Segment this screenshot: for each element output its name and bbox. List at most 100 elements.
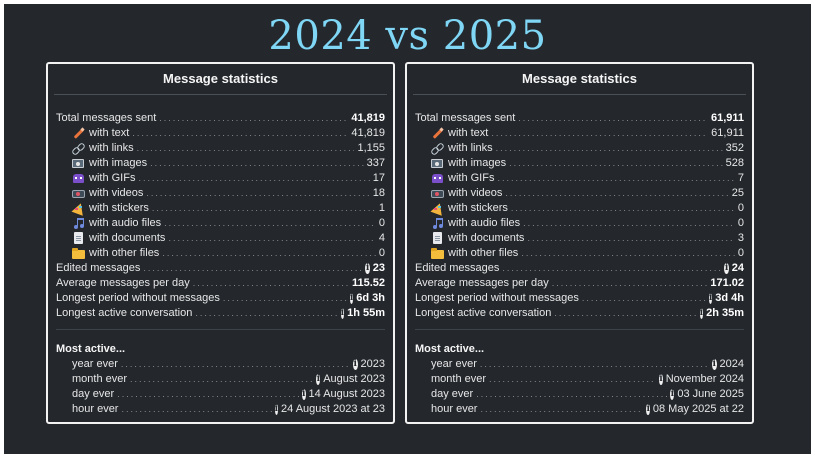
stat-label: Total messages sent bbox=[415, 112, 516, 124]
most-active-month: month ever i August 2023 bbox=[56, 372, 385, 387]
stat-label: Longest period without messages bbox=[56, 292, 220, 304]
stat-value: 7 bbox=[737, 172, 744, 184]
info-icon[interactable]: i bbox=[316, 374, 321, 385]
stat-row-documents: with documents 3 bbox=[415, 231, 744, 246]
info-icon[interactable]: i bbox=[349, 293, 354, 304]
pencil-icon bbox=[431, 127, 444, 140]
info-icon[interactable]: i bbox=[301, 389, 306, 400]
dot-leader bbox=[193, 276, 349, 291]
stat-row-stickers: with stickers 0 bbox=[415, 201, 744, 216]
stat-label: Average messages per day bbox=[415, 277, 549, 289]
dot-leader bbox=[138, 171, 369, 186]
page-title: 2024 vs 2025 bbox=[268, 13, 547, 59]
stat-row-total: Total messages sent 61,911 bbox=[415, 111, 744, 126]
stat-value: 0 bbox=[737, 202, 744, 214]
divider bbox=[56, 329, 385, 330]
info-icon[interactable]: i bbox=[724, 263, 729, 274]
stat-label: month ever bbox=[72, 373, 128, 385]
dot-leader bbox=[143, 261, 362, 276]
stat-label: with documents bbox=[448, 232, 525, 244]
dot-leader bbox=[497, 171, 734, 186]
stat-label: month ever bbox=[431, 373, 487, 385]
info-icon[interactable]: i bbox=[274, 404, 279, 415]
dot-leader bbox=[195, 306, 337, 321]
stat-row-gifs: with GIFs 17 bbox=[56, 171, 385, 186]
dot-leader bbox=[491, 126, 708, 141]
stat-value: 08 May 2025 at 22 bbox=[652, 403, 744, 415]
stat-row-audio: with audio files 0 bbox=[415, 216, 744, 231]
info-icon[interactable]: i bbox=[711, 359, 717, 370]
stat-value: 2023 bbox=[360, 358, 385, 370]
info-icon[interactable]: i bbox=[659, 374, 663, 385]
info-icon[interactable]: i bbox=[646, 404, 650, 415]
info-icon[interactable]: i bbox=[365, 263, 370, 274]
info-icon[interactable]: i bbox=[708, 293, 713, 304]
stat-value: 337 bbox=[366, 157, 385, 169]
stat-value: 61,911 bbox=[711, 127, 744, 139]
stat-label: with audio files bbox=[89, 217, 162, 229]
stat-row-audio: with audio files 0 bbox=[56, 216, 385, 231]
stats-panel-2024: Message statistics Total messages sent 4… bbox=[46, 62, 395, 424]
most-active-heading: Most active... bbox=[415, 343, 485, 355]
stat-value: 2024 bbox=[719, 358, 744, 370]
stat-value: 3d 4h bbox=[715, 292, 744, 304]
stat-row-longest-gap: Longest period without messages i 6d 3h bbox=[56, 291, 385, 306]
stat-row-longest-gap: Longest period without messages i 3d 4h bbox=[415, 291, 744, 306]
stat-label: with links bbox=[89, 142, 134, 154]
stat-value: 41,819 bbox=[351, 127, 385, 139]
panel-title: Message statistics bbox=[413, 64, 746, 95]
stat-value: 0 bbox=[737, 217, 744, 229]
dot-leader bbox=[150, 156, 364, 171]
dot-leader bbox=[117, 387, 299, 402]
dot-leader bbox=[168, 231, 375, 246]
folder-icon bbox=[72, 247, 85, 260]
info-icon[interactable]: i bbox=[340, 308, 345, 319]
screenshot-canvas: 2024 vs 2025 Message statistics Total me… bbox=[4, 4, 811, 454]
info-icon[interactable]: i bbox=[699, 308, 704, 319]
stat-label: day ever bbox=[72, 388, 115, 400]
dot-leader bbox=[223, 291, 347, 306]
stat-value: 6d 3h bbox=[356, 292, 385, 304]
dot-leader bbox=[121, 402, 271, 417]
stat-row-videos: with videos 25 bbox=[415, 186, 744, 201]
stat-row-edited: Edited messages i 24 bbox=[415, 261, 744, 276]
dot-leader bbox=[511, 201, 735, 216]
stat-label: with GIFs bbox=[448, 172, 495, 184]
dot-leader bbox=[146, 186, 369, 201]
music-note-icon bbox=[72, 217, 85, 230]
video-icon bbox=[72, 187, 85, 200]
info-icon[interactable]: i bbox=[670, 389, 675, 400]
stat-label: with videos bbox=[89, 187, 144, 199]
stat-label: Longest active conversation bbox=[415, 307, 552, 319]
stat-value: 2h 35m bbox=[706, 307, 744, 319]
pencil-icon bbox=[72, 127, 85, 140]
stat-label: with images bbox=[89, 157, 148, 169]
stat-row-images: with images 528 bbox=[415, 156, 744, 171]
stat-value: 528 bbox=[725, 157, 744, 169]
stat-label: Edited messages bbox=[56, 262, 141, 274]
info-icon[interactable]: i bbox=[352, 359, 358, 370]
stat-label: with text bbox=[448, 127, 489, 139]
stat-label: with other files bbox=[448, 247, 519, 259]
dot-leader bbox=[554, 306, 696, 321]
dot-leader bbox=[121, 357, 350, 372]
dot-leader bbox=[480, 357, 709, 372]
most-active-day: day ever i 03 June 2025 bbox=[415, 387, 744, 402]
dot-leader bbox=[552, 276, 708, 291]
stat-label: year ever bbox=[72, 358, 118, 370]
stats-list: Total messages sent 61,911 with text 61,… bbox=[415, 111, 744, 417]
most-active-year: year ever i 2023 bbox=[56, 357, 385, 372]
stat-row-stickers: with stickers 1 bbox=[56, 201, 385, 216]
dot-leader bbox=[164, 216, 376, 231]
dot-leader bbox=[523, 216, 735, 231]
stat-row-images: with images 337 bbox=[56, 156, 385, 171]
stat-label: with text bbox=[89, 127, 130, 139]
link-icon bbox=[72, 142, 85, 155]
stat-row-average: Average messages per day 171.02 bbox=[415, 276, 744, 291]
stat-label: with audio files bbox=[448, 217, 521, 229]
stat-label: with links bbox=[448, 142, 493, 154]
stat-value: 24 bbox=[731, 262, 744, 274]
stat-label: year ever bbox=[431, 358, 477, 370]
stat-row-gifs: with GIFs 7 bbox=[415, 171, 744, 186]
stat-value: 1,155 bbox=[357, 142, 385, 154]
